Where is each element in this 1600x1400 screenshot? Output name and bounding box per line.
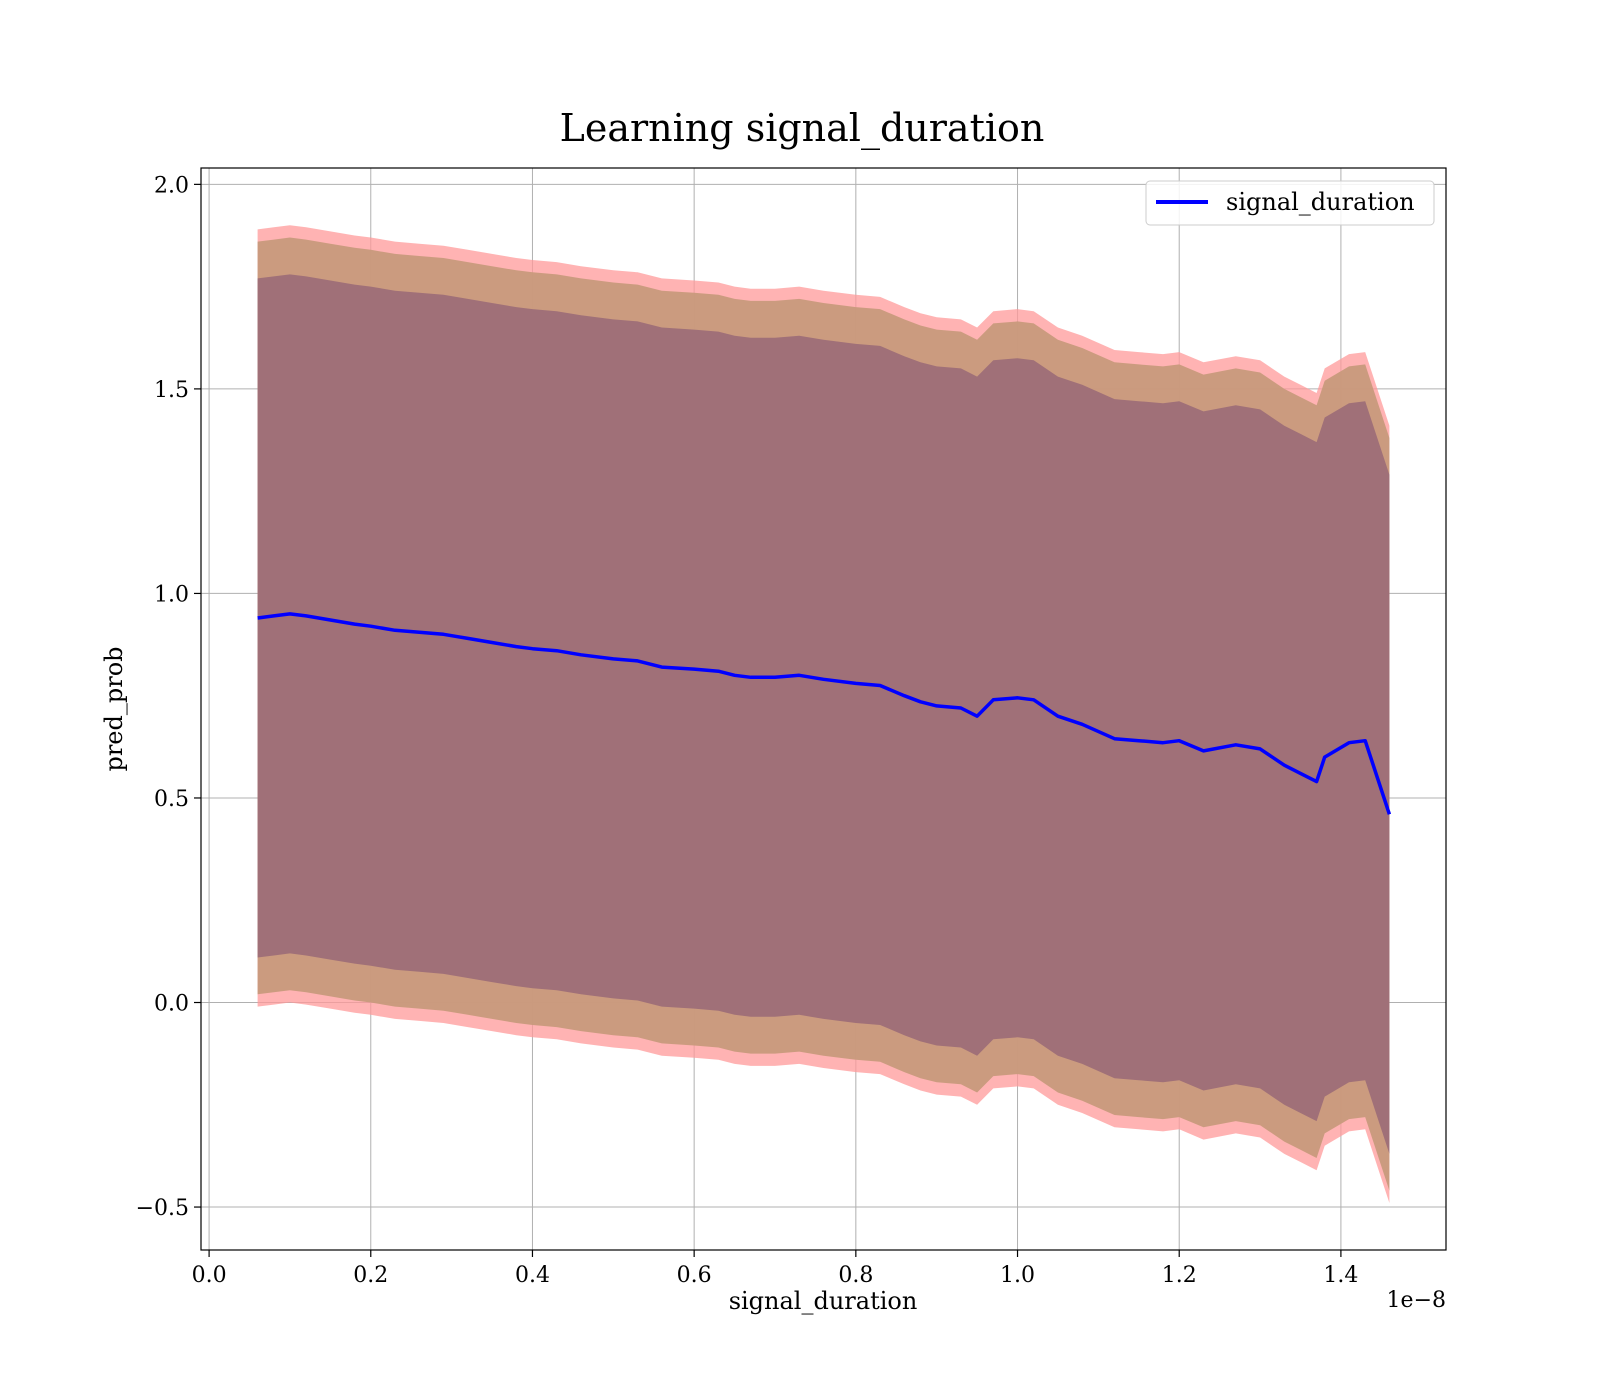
legend: signal_duration bbox=[1145, 180, 1435, 226]
y-axis-label: pred_prob bbox=[100, 646, 128, 771]
x-tick-label: 1.4 bbox=[1323, 1263, 1358, 1288]
x-tick-label: 0.6 bbox=[677, 1263, 712, 1288]
x-tick-label: 0.0 bbox=[192, 1263, 227, 1288]
x-axis-label: signal_duration bbox=[729, 1287, 918, 1315]
x-axis: 0.0 0.2 0.4 0.6 0.8 1.0 1.2 1.4 bbox=[192, 1250, 1358, 1288]
legend-label: signal_duration bbox=[1226, 188, 1415, 216]
x-tick-label: 0.8 bbox=[838, 1263, 873, 1288]
y-axis: −0.5 0.0 0.5 1.0 1.5 2.0 bbox=[136, 173, 201, 1221]
x-offset-label: 1e−8 bbox=[1387, 1288, 1446, 1313]
x-tick-label: 1.0 bbox=[1000, 1263, 1035, 1288]
series-lines bbox=[257, 612, 1392, 815]
series-line-signal-duration bbox=[257, 612, 1392, 815]
x-tick-label: 1.2 bbox=[1162, 1263, 1197, 1288]
confidence-band-inner bbox=[257, 274, 1390, 1154]
y-tick-label: 0.5 bbox=[154, 787, 189, 812]
chart-title: Learning signal_duration bbox=[560, 106, 1045, 151]
confidence-bands bbox=[257, 225, 1390, 1204]
plot-frame bbox=[200, 167, 1447, 1251]
y-tick-label: 2.0 bbox=[154, 173, 189, 198]
y-tick-label: −0.5 bbox=[136, 1196, 189, 1221]
y-tick-label: 1.0 bbox=[154, 582, 189, 607]
x-tick-label: 0.2 bbox=[353, 1263, 388, 1288]
y-tick-label: 0.0 bbox=[154, 992, 189, 1017]
x-tick-label: 0.4 bbox=[515, 1263, 550, 1288]
y-tick-label: 1.5 bbox=[154, 378, 189, 403]
legend-box bbox=[1145, 180, 1435, 226]
